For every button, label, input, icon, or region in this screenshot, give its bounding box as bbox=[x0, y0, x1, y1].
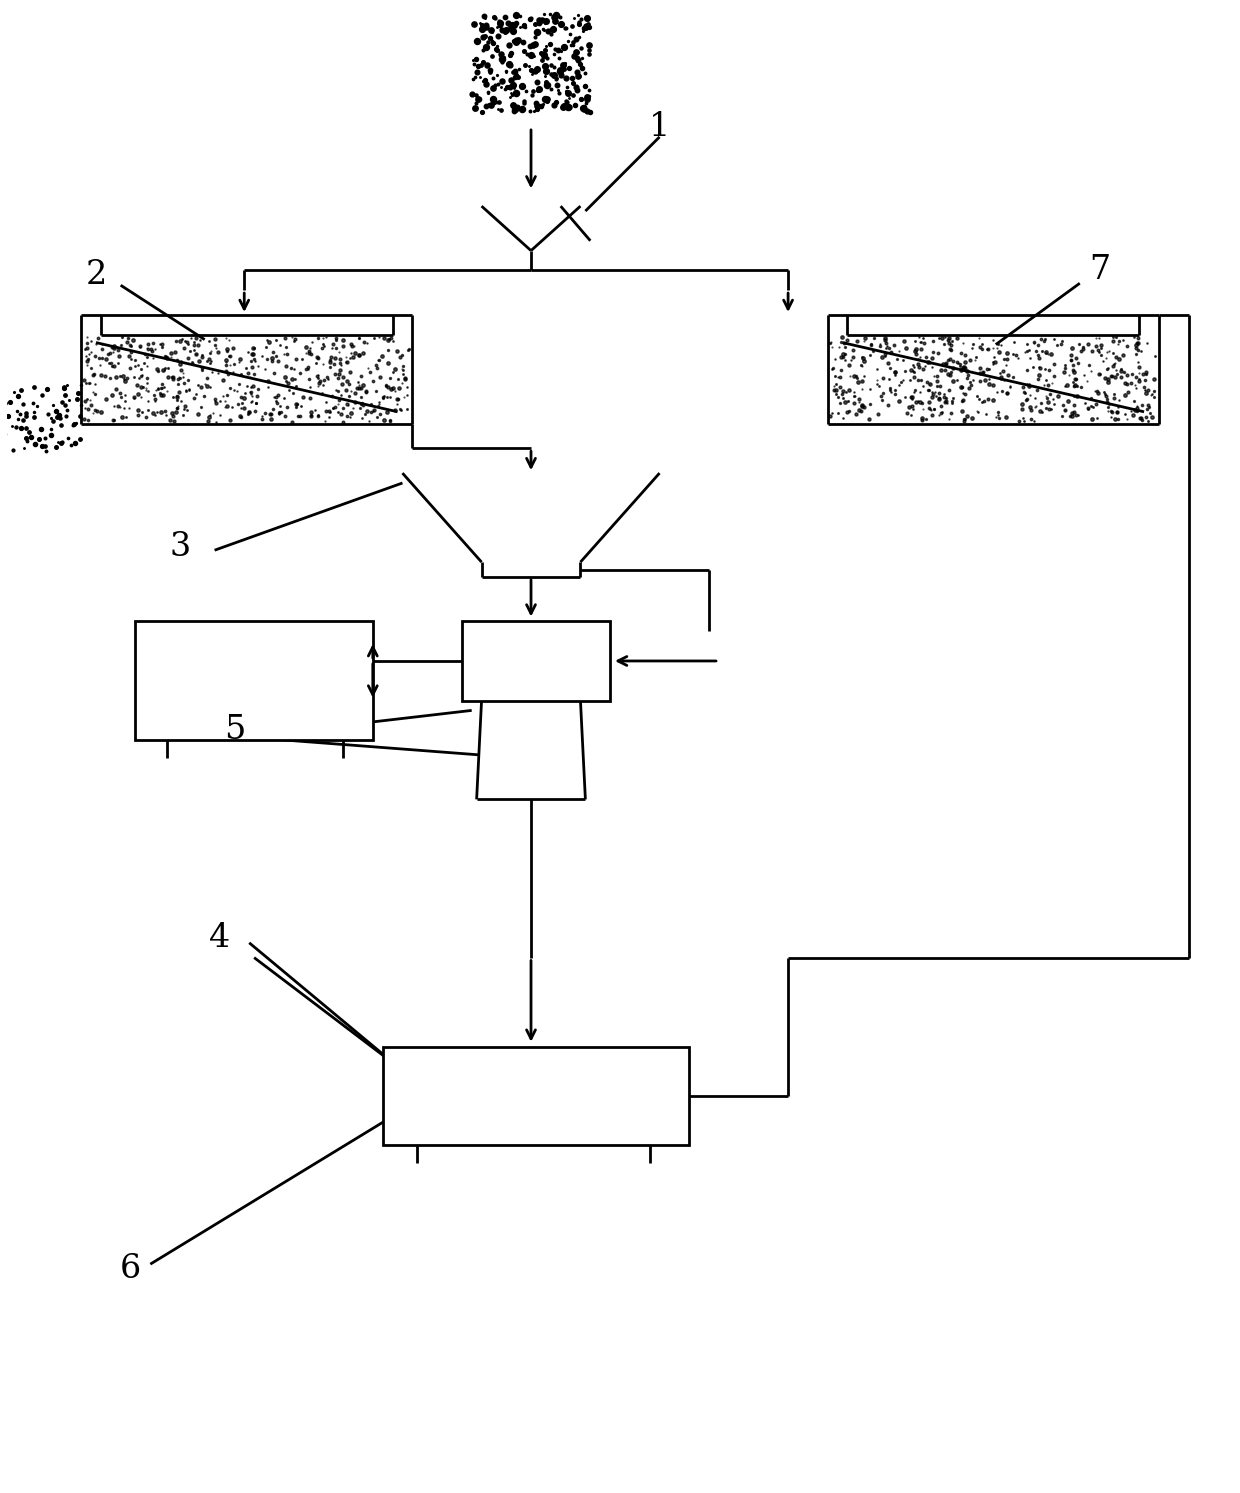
Text: 7: 7 bbox=[1089, 254, 1110, 287]
Bar bbox=[461, 621, 610, 700]
Text: 4: 4 bbox=[210, 921, 231, 954]
Bar bbox=[383, 1047, 689, 1145]
Text: 5: 5 bbox=[223, 714, 246, 746]
Text: 2: 2 bbox=[86, 260, 107, 291]
Text: 3: 3 bbox=[170, 532, 191, 563]
Bar bbox=[135, 621, 373, 741]
Text: 1: 1 bbox=[649, 110, 670, 143]
Text: 6: 6 bbox=[120, 1253, 141, 1285]
